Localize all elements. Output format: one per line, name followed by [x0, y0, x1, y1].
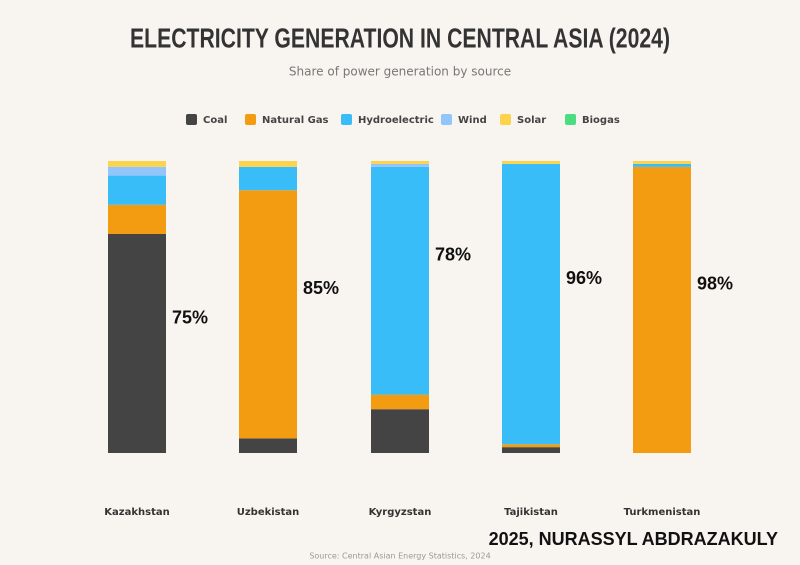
legend-swatch	[441, 114, 452, 125]
x-tick-label: Uzbekistan	[237, 507, 300, 518]
chart-title: ELECTRICITY GENERATION IN CENTRAL ASIA (…	[130, 22, 670, 53]
legend-label: Natural Gas	[262, 115, 329, 126]
value-label: 96%	[566, 268, 602, 288]
bar-segment	[239, 438, 297, 453]
bar-segment	[371, 163, 429, 167]
bar-segment	[239, 190, 297, 439]
bar-segment	[239, 161, 297, 167]
bar-segment	[108, 166, 166, 176]
bar-segment	[108, 175, 166, 205]
value-label: 98%	[697, 274, 733, 294]
legend-swatch	[341, 114, 352, 125]
legend-swatch	[565, 114, 576, 125]
x-tick-label: Tajikistan	[504, 507, 558, 518]
bar-segment	[371, 409, 429, 453]
bar-segment	[371, 161, 429, 164]
source: Source: Central Asian Energy Statistics,…	[309, 552, 490, 561]
value-label: 78%	[435, 244, 471, 264]
bar-segment	[633, 166, 691, 453]
bar-segment	[502, 444, 560, 448]
x-tick-label: Kazakhstan	[104, 507, 169, 518]
legend-label: Biogas	[582, 115, 620, 126]
legend-label: Solar	[517, 115, 546, 126]
value-label: 75%	[172, 307, 208, 327]
bar-segment	[502, 163, 560, 445]
legend-label: Coal	[203, 115, 227, 126]
legend-label: Wind	[458, 115, 487, 126]
bar-segment	[108, 204, 166, 234]
bar-segment	[108, 161, 166, 167]
legend-label: Hydroelectric	[358, 115, 434, 126]
bar-segment	[633, 163, 691, 167]
legend-swatch	[500, 114, 511, 125]
bar-segment	[502, 161, 560, 164]
bar-segment	[239, 166, 297, 191]
bar-segment	[108, 234, 166, 453]
credit: 2025, NURASSYL ABDRAZAKULY	[489, 529, 778, 549]
chart-subtitle: Share of power generation by source	[289, 65, 511, 79]
legend-swatch	[245, 114, 256, 125]
value-label: 85%	[303, 278, 339, 298]
x-tick-label: Turkmenistan	[624, 507, 701, 518]
bar-segment	[502, 447, 560, 453]
bar-segment	[633, 161, 691, 164]
bar-segment	[371, 394, 429, 410]
legend-swatch	[186, 114, 197, 125]
x-tick-label: Kyrgyzstan	[369, 507, 432, 518]
bar-segment	[371, 166, 429, 395]
